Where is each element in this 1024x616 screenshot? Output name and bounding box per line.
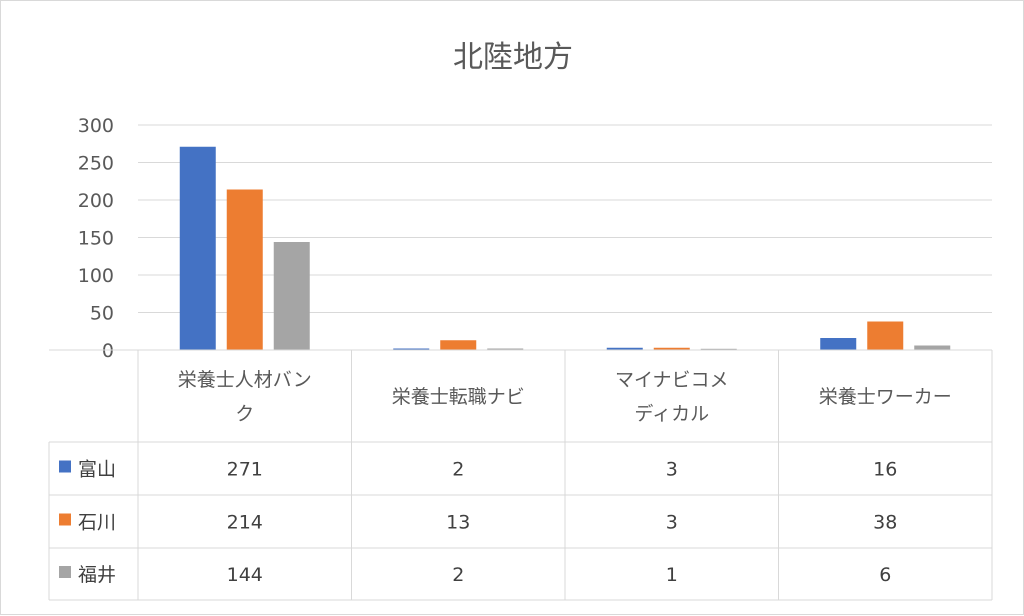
bar bbox=[700, 348, 737, 350]
data-label: 6 bbox=[879, 564, 891, 586]
bar bbox=[273, 242, 310, 350]
data-label: 38 bbox=[873, 512, 897, 534]
bar bbox=[226, 189, 263, 350]
bars bbox=[179, 146, 951, 350]
data-label: 271 bbox=[227, 459, 263, 481]
gridlines bbox=[138, 124, 992, 313]
category-label: ディカル bbox=[634, 403, 709, 425]
y-tick-label: 0 bbox=[102, 340, 114, 362]
data-label: 1 bbox=[666, 564, 678, 586]
legend-label: 富山 bbox=[78, 459, 116, 481]
data-label: 2 bbox=[452, 459, 464, 481]
y-tick-label: 100 bbox=[78, 265, 114, 287]
bar bbox=[179, 146, 216, 350]
bar bbox=[487, 348, 524, 350]
legend-label: 石川 bbox=[78, 512, 116, 534]
y-tick-label: 300 bbox=[78, 115, 114, 137]
category-label: ク bbox=[235, 403, 254, 425]
bar bbox=[653, 347, 690, 350]
y-tick-label: 200 bbox=[78, 190, 114, 212]
chart-title: 北陸地方 bbox=[453, 40, 573, 75]
category-label: 栄養士人材バン bbox=[178, 369, 312, 391]
bar bbox=[820, 338, 857, 350]
legend-key bbox=[59, 513, 71, 526]
category-label: マイナビコメ bbox=[615, 369, 729, 391]
bar bbox=[867, 321, 904, 350]
y-tick-label: 150 bbox=[78, 228, 114, 250]
legend-label: 福井 bbox=[78, 564, 116, 586]
legend-key bbox=[59, 566, 71, 578]
data-label: 3 bbox=[666, 512, 678, 534]
data-label: 13 bbox=[446, 512, 470, 534]
category-label: 栄養士転職ナビ bbox=[392, 386, 525, 408]
y-axis-ticks: 0 50 100 150 200 250 300 bbox=[78, 115, 114, 362]
data-label: 214 bbox=[227, 512, 263, 534]
category-label: 栄養士ワーカー bbox=[819, 386, 952, 408]
bar bbox=[393, 348, 430, 350]
data-label: 2 bbox=[452, 564, 464, 586]
data-label: 144 bbox=[227, 564, 263, 586]
data-label: 16 bbox=[873, 459, 897, 481]
legend-key bbox=[59, 460, 71, 473]
y-tick-label: 250 bbox=[78, 153, 114, 175]
bar bbox=[606, 347, 643, 350]
data-label: 3 bbox=[666, 459, 678, 481]
bar bbox=[914, 345, 951, 350]
y-tick-label: 50 bbox=[90, 303, 114, 325]
bar bbox=[440, 340, 477, 350]
